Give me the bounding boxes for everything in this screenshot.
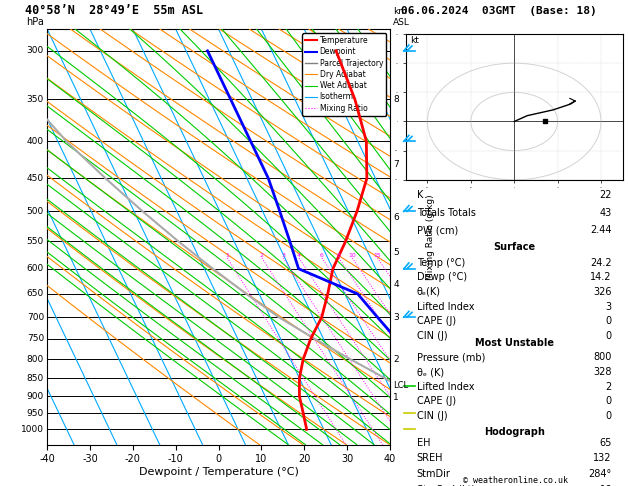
Text: 43: 43 bbox=[599, 208, 612, 218]
Text: 0: 0 bbox=[606, 411, 612, 421]
Text: 65: 65 bbox=[599, 437, 612, 448]
Text: PW (cm): PW (cm) bbox=[416, 226, 458, 235]
Text: 4: 4 bbox=[393, 279, 399, 289]
Text: 15: 15 bbox=[374, 253, 381, 258]
Text: 2: 2 bbox=[260, 253, 264, 258]
Text: LCL: LCL bbox=[393, 381, 408, 390]
Text: km
ASL: km ASL bbox=[393, 7, 410, 27]
Text: 300: 300 bbox=[27, 46, 44, 55]
Text: 06.06.2024  03GMT  (Base: 18): 06.06.2024 03GMT (Base: 18) bbox=[401, 5, 597, 16]
Text: 400: 400 bbox=[27, 137, 44, 146]
Text: CAPE (J): CAPE (J) bbox=[416, 316, 455, 326]
Text: 2: 2 bbox=[393, 355, 399, 364]
Text: 7: 7 bbox=[393, 159, 399, 169]
Text: Temp (°C): Temp (°C) bbox=[416, 258, 465, 268]
Text: 6: 6 bbox=[393, 213, 399, 222]
Text: 900: 900 bbox=[27, 392, 44, 401]
Text: © weatheronline.co.uk: © weatheronline.co.uk bbox=[464, 476, 568, 485]
Text: 326: 326 bbox=[593, 287, 612, 297]
Text: hPa: hPa bbox=[26, 17, 44, 27]
Text: Dewp (°C): Dewp (°C) bbox=[416, 272, 467, 282]
Text: StmDir: StmDir bbox=[416, 469, 450, 479]
Text: 750: 750 bbox=[27, 334, 44, 344]
Text: θₑ (K): θₑ (K) bbox=[416, 367, 443, 377]
Text: 800: 800 bbox=[594, 352, 612, 363]
Text: Surface: Surface bbox=[493, 243, 535, 252]
Text: Lifted Index: Lifted Index bbox=[416, 382, 474, 392]
Text: StmSpd (kt): StmSpd (kt) bbox=[416, 485, 475, 486]
Text: 22: 22 bbox=[599, 190, 612, 200]
Text: 3: 3 bbox=[606, 302, 612, 312]
Text: 1000: 1000 bbox=[21, 425, 44, 434]
Text: 350: 350 bbox=[27, 95, 44, 104]
Text: 328: 328 bbox=[593, 367, 612, 377]
Text: Mixing Ratio (g/kg): Mixing Ratio (g/kg) bbox=[426, 194, 435, 280]
Text: 700: 700 bbox=[27, 312, 44, 322]
Text: 1: 1 bbox=[225, 253, 230, 258]
Text: 0: 0 bbox=[606, 331, 612, 341]
Text: 0: 0 bbox=[606, 316, 612, 326]
Text: 800: 800 bbox=[27, 355, 44, 364]
Text: 14.2: 14.2 bbox=[591, 272, 612, 282]
Text: SREH: SREH bbox=[416, 453, 443, 463]
Text: 132: 132 bbox=[593, 453, 612, 463]
Text: K: K bbox=[416, 190, 423, 200]
Text: 2.44: 2.44 bbox=[591, 226, 612, 235]
Text: kt: kt bbox=[410, 36, 419, 45]
Text: θₑ(K): θₑ(K) bbox=[416, 287, 440, 297]
Text: 2: 2 bbox=[606, 382, 612, 392]
Text: 24.2: 24.2 bbox=[590, 258, 612, 268]
Text: 600: 600 bbox=[27, 264, 44, 273]
Text: 284°: 284° bbox=[589, 469, 612, 479]
Text: 4: 4 bbox=[297, 253, 301, 258]
Text: CIN (J): CIN (J) bbox=[416, 411, 447, 421]
Text: 950: 950 bbox=[27, 409, 44, 418]
Text: 850: 850 bbox=[27, 374, 44, 383]
Text: 16: 16 bbox=[599, 485, 612, 486]
Text: 1: 1 bbox=[393, 394, 399, 402]
Text: 8: 8 bbox=[337, 253, 341, 258]
Text: 3: 3 bbox=[281, 253, 286, 258]
Text: 5: 5 bbox=[393, 248, 399, 257]
Text: 6: 6 bbox=[320, 253, 324, 258]
Text: CIN (J): CIN (J) bbox=[416, 331, 447, 341]
Text: Lifted Index: Lifted Index bbox=[416, 302, 474, 312]
Legend: Temperature, Dewpoint, Parcel Trajectory, Dry Adiabat, Wet Adiabat, Isotherm, Mi: Temperature, Dewpoint, Parcel Trajectory… bbox=[302, 33, 386, 116]
Text: 10: 10 bbox=[348, 253, 356, 258]
Text: 500: 500 bbox=[27, 207, 44, 216]
Text: Most Unstable: Most Unstable bbox=[475, 338, 554, 348]
X-axis label: Dewpoint / Temperature (°C): Dewpoint / Temperature (°C) bbox=[138, 467, 299, 477]
Text: 40°58’N  28°49’E  55m ASL: 40°58’N 28°49’E 55m ASL bbox=[25, 4, 203, 17]
Text: 8: 8 bbox=[393, 95, 399, 104]
Text: 0: 0 bbox=[606, 397, 612, 406]
Text: 3: 3 bbox=[393, 312, 399, 322]
Text: Totals Totals: Totals Totals bbox=[416, 208, 476, 218]
Text: 550: 550 bbox=[27, 237, 44, 246]
Text: Hodograph: Hodograph bbox=[484, 427, 545, 437]
Text: Pressure (mb): Pressure (mb) bbox=[416, 352, 485, 363]
Text: 650: 650 bbox=[27, 290, 44, 298]
Text: EH: EH bbox=[416, 437, 430, 448]
Text: CAPE (J): CAPE (J) bbox=[416, 397, 455, 406]
Text: 450: 450 bbox=[27, 174, 44, 183]
